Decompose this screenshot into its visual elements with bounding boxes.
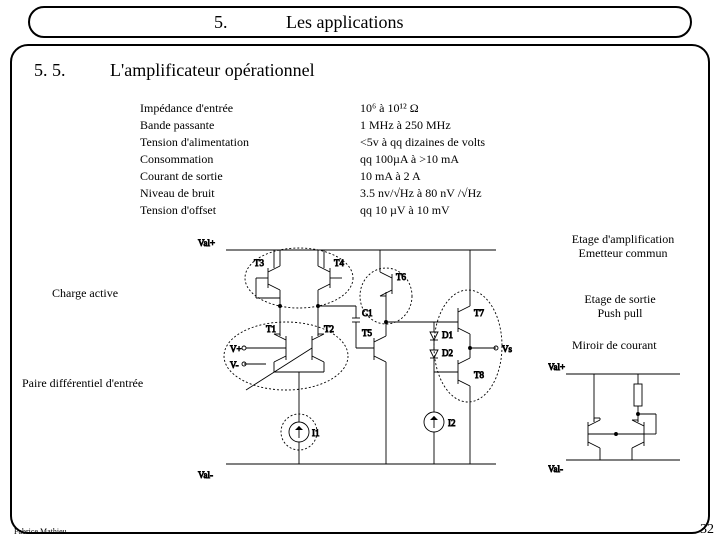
lbl-D1: D1	[442, 330, 453, 340]
spec-value: qq 100µA à >10 mA	[360, 151, 660, 168]
lbl-T3: T3	[254, 258, 264, 268]
lbl-Vn: V-	[230, 360, 239, 370]
spec-row: Bande passante1 MHz à 250 MHz	[140, 117, 660, 134]
spec-label: Bande passante	[140, 117, 360, 134]
lbl-T7: T7	[474, 308, 484, 318]
spec-row: Impédance d'entrée10⁶ à 10¹² Ω	[140, 100, 660, 117]
annotation-charge-active: Charge active	[52, 286, 118, 300]
section-title: L'amplificateur opérationnel	[110, 60, 315, 81]
lbl-I2: I2	[448, 418, 456, 428]
lbl-I1: I1	[312, 428, 320, 438]
lbl-C1: C1	[362, 308, 373, 318]
lbl-Vp: V+	[230, 344, 242, 354]
spec-row: Niveau de bruit3.5 nv/√Hz à 80 nV /√Hz	[140, 185, 660, 202]
lbl-T4: T4	[334, 258, 344, 268]
lbl-D2: D2	[442, 348, 453, 358]
spec-label: Consommation	[140, 151, 360, 168]
spec-row: Tension d'offsetqq 10 µV à 10 mV	[140, 202, 660, 219]
spec-row: Consommationqq 100µA à >10 mA	[140, 151, 660, 168]
lbl-T6: T6	[396, 272, 406, 282]
spec-value: 10 mA à 2 A	[360, 168, 660, 185]
spec-label: Tension d'offset	[140, 202, 360, 219]
spec-value: 10⁶ à 10¹² Ω	[360, 100, 660, 117]
opamp-schematic: Val+ Val- T3 T4	[196, 232, 526, 492]
annotation-push-pull: Etage de sortiePush pull	[560, 292, 680, 320]
page-number: 32	[700, 522, 714, 538]
spec-label: Impédance d'entrée	[140, 100, 360, 117]
lbl-T5: T5	[362, 328, 372, 338]
spec-label: Niveau de bruit	[140, 185, 360, 202]
annotation-amplification: Etage d'amplificationEmetteur commun	[548, 232, 698, 260]
section-number: 5. 5.	[34, 60, 66, 81]
spec-value: qq 10 µV à 10 mV	[360, 202, 660, 219]
annotation-mirror: Miroir de courant	[572, 338, 657, 352]
lbl-T8: T8	[474, 370, 484, 380]
lbl-T2: T2	[324, 324, 334, 334]
lbl-valminus: Val-	[198, 470, 213, 480]
title-text: Les applications	[286, 12, 403, 33]
spec-row: Courant de sortie10 mA à 2 A	[140, 168, 660, 185]
lbl-T1: T1	[266, 324, 276, 334]
lbl-valplus: Val+	[198, 238, 215, 248]
spec-row: Tension d'alimentation<5v à qq dizaines …	[140, 134, 660, 151]
annotation-pair: Paire différentiel d'entrée	[22, 376, 143, 390]
specs-table: Impédance d'entrée10⁶ à 10¹² ΩBande pass…	[140, 100, 660, 219]
spec-value: 1 MHz à 250 MHz	[360, 117, 660, 134]
lbl-mir-rail: Val+	[548, 362, 565, 372]
mirror-schematic: Val+	[548, 360, 698, 480]
spec-label: Tension d'alimentation	[140, 134, 360, 151]
spec-label: Courant de sortie	[140, 168, 360, 185]
spec-value: 3.5 nv/√Hz à 80 nV /√Hz	[360, 185, 660, 202]
spec-value: <5v à qq dizaines de volts	[360, 134, 660, 151]
lbl-Vs: Vs	[502, 344, 512, 354]
title-number: 5.	[214, 12, 228, 33]
title-box: 5. Les applications	[28, 6, 692, 38]
footer-author: Fabrice Mathieu	[14, 527, 67, 536]
lbl-mir-gnd: Val-	[548, 464, 563, 474]
